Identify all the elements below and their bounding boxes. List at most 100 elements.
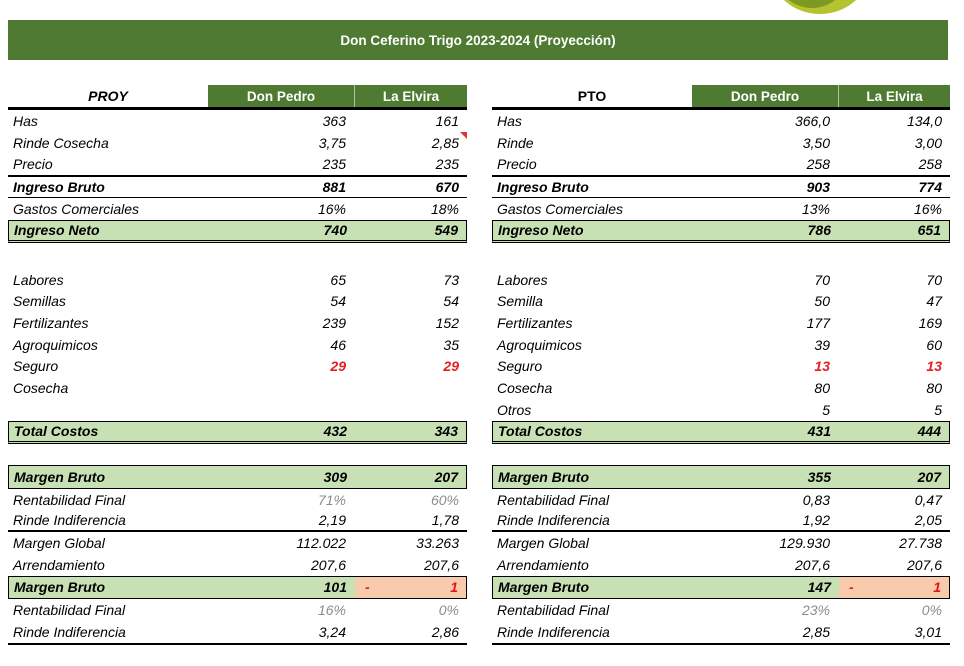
cell-la-elvira[interactable]: 13 <box>926 358 942 375</box>
cell-don-pedro[interactable]: 309 <box>323 469 347 485</box>
cell-la-elvira[interactable]: -1 <box>839 576 949 598</box>
row-label[interactable]: Agroquimicos <box>13 336 98 353</box>
cell-don-pedro[interactable]: 3,24 <box>318 623 346 640</box>
cell-la-elvira[interactable]: 18% <box>430 200 459 217</box>
cell-don-pedro[interactable]: 101 <box>323 579 347 596</box>
cell-don-pedro[interactable]: 2,19 <box>318 512 346 529</box>
row-label[interactable]: Rinde Cosecha <box>13 134 109 151</box>
cell-la-elvira[interactable]: 60% <box>430 491 459 508</box>
cell-la-elvira[interactable]: 70 <box>926 271 942 288</box>
cell-don-pedro[interactable]: 3,75 <box>318 134 346 151</box>
cell-don-pedro[interactable]: 258 <box>806 156 830 173</box>
row-label[interactable]: Arrendamiento <box>13 556 105 573</box>
cell-don-pedro[interactable]: 16% <box>317 200 346 217</box>
cell-don-pedro[interactable]: 23% <box>801 601 830 618</box>
cell-la-elvira[interactable]: 670 <box>435 179 459 196</box>
cell-don-pedro[interactable]: 177 <box>806 314 830 331</box>
cell-don-pedro[interactable]: 786 <box>807 222 831 239</box>
cell-la-elvira[interactable]: 73 <box>443 271 459 288</box>
cell-la-elvira[interactable]: 0% <box>921 601 942 618</box>
cell-don-pedro[interactable]: 39 <box>814 336 830 353</box>
row-label[interactable]: Ingreso Bruto <box>13 179 105 196</box>
row-label[interactable]: Margen Bruto <box>498 579 589 596</box>
cell-la-elvira[interactable]: 2,86 <box>431 623 459 640</box>
cell-don-pedro[interactable]: 431 <box>807 423 831 440</box>
cell-don-pedro[interactable]: 3,50 <box>802 134 830 151</box>
column-header-don-pedro[interactable]: Don Pedro <box>208 85 354 107</box>
cell-la-elvira[interactable]: 0,47 <box>914 491 942 508</box>
row-label[interactable]: Margen Bruto <box>14 469 105 485</box>
cell-la-elvira[interactable]: 152 <box>435 314 459 331</box>
column-header-don-pedro[interactable]: Don Pedro <box>692 85 838 107</box>
cell-la-elvira[interactable]: 161 <box>435 112 459 129</box>
row-label[interactable]: Gastos Comerciales <box>497 200 624 217</box>
row-label[interactable]: Seguro <box>497 358 543 375</box>
cell-don-pedro[interactable]: 363 <box>322 112 346 129</box>
cell-la-elvira[interactable]: 47 <box>926 293 942 310</box>
row-label[interactable]: Precio <box>13 156 53 173</box>
row-label[interactable]: Agroquimicos <box>497 336 582 353</box>
cell-la-elvira[interactable]: 258 <box>918 156 942 173</box>
row-label[interactable]: Ingreso Neto <box>498 222 584 239</box>
cell-don-pedro[interactable]: 29 <box>330 358 346 375</box>
cell-don-pedro[interactable]: 239 <box>322 314 346 331</box>
table-title-pto[interactable]: PTO <box>492 85 692 107</box>
table-title-proy[interactable]: PROY <box>8 85 208 107</box>
cell-don-pedro[interactable]: 13 <box>814 358 830 375</box>
cell-don-pedro[interactable]: 129.930 <box>779 534 830 551</box>
cell-la-elvira[interactable]: 29 <box>443 358 459 375</box>
row-label[interactable]: Margen Bruto <box>14 579 105 596</box>
row-label[interactable]: Rinde <box>497 134 534 151</box>
cell-don-pedro[interactable]: 16% <box>317 601 346 618</box>
cell-la-elvira[interactable]: 207,6 <box>423 556 459 573</box>
cell-don-pedro[interactable]: 432 <box>323 423 347 440</box>
row-label[interactable]: Rinde Indiferencia <box>13 512 126 529</box>
row-label[interactable]: Margen Global <box>13 534 105 551</box>
row-label[interactable]: Arrendamiento <box>497 556 589 573</box>
cell-la-elvira[interactable] <box>354 377 467 399</box>
cell-don-pedro[interactable]: 112.022 <box>296 534 346 551</box>
row-label[interactable]: Fertilizantes <box>13 314 89 331</box>
cell-don-pedro[interactable]: 207,6 <box>794 556 830 573</box>
cell-la-elvira[interactable]: 343 <box>434 423 458 440</box>
row-label[interactable]: Ingreso Neto <box>14 222 100 239</box>
cell-don-pedro[interactable]: 80 <box>814 380 830 397</box>
cell-don-pedro[interactable]: 147 <box>807 579 831 596</box>
cell-don-pedro[interactable]: 70 <box>814 271 830 288</box>
cell-don-pedro[interactable]: 54 <box>330 293 346 310</box>
cell-la-elvira[interactable]: 444 <box>917 423 941 440</box>
row-label[interactable]: Cosecha <box>13 380 69 397</box>
cell-la-elvira[interactable]: 3,00 <box>914 134 942 151</box>
row-label[interactable]: Margen Bruto <box>498 469 589 485</box>
cell-don-pedro[interactable]: 1,92 <box>802 512 830 529</box>
cell-don-pedro[interactable]: 0,83 <box>802 491 830 508</box>
cell-don-pedro[interactable]: 207,6 <box>310 556 346 573</box>
row-label[interactable]: Fertilizantes <box>497 314 573 331</box>
cell-la-elvira[interactable]: 134,0 <box>906 112 942 129</box>
row-label[interactable]: Rentabilidad Final <box>497 601 610 618</box>
cell-la-elvira[interactable]: 2,85 <box>354 131 467 154</box>
cell-la-elvira[interactable]: 1,78 <box>431 512 459 529</box>
row-label[interactable]: Gastos Comerciales <box>13 200 140 217</box>
cell-la-elvira[interactable]: 33.263 <box>416 534 459 551</box>
row-label[interactable]: Rentabilidad Final <box>13 601 126 618</box>
row-label[interactable]: Cosecha <box>497 380 553 397</box>
row-label[interactable]: Rinde Indiferencia <box>13 623 126 640</box>
row-label[interactable]: Otros <box>497 401 532 418</box>
cell-don-pedro[interactable]: 5 <box>822 401 830 418</box>
cell-don-pedro[interactable]: 65 <box>330 271 346 288</box>
row-label[interactable]: Labores <box>497 271 548 288</box>
cell-la-elvira[interactable]: 2,05 <box>914 512 942 529</box>
column-header-la-elvira[interactable]: La Elvira <box>838 85 950 107</box>
cell-la-elvira[interactable]: 60 <box>926 336 942 353</box>
cell-don-pedro[interactable]: 740 <box>323 222 347 239</box>
row-label[interactable]: Has <box>13 112 38 129</box>
cell-la-elvira[interactable]: 80 <box>926 380 942 397</box>
cell-la-elvira[interactable]: 54 <box>443 293 459 310</box>
row-label[interactable]: Rentabilidad Final <box>497 491 610 508</box>
cell-la-elvira[interactable]: 3,01 <box>914 623 942 640</box>
cell-la-elvira[interactable]: 207 <box>917 469 941 485</box>
cell-don-pedro[interactable]: 13% <box>801 200 830 217</box>
row-label[interactable]: Total Costos <box>498 423 583 440</box>
cell-la-elvira[interactable]: 207 <box>434 469 458 485</box>
